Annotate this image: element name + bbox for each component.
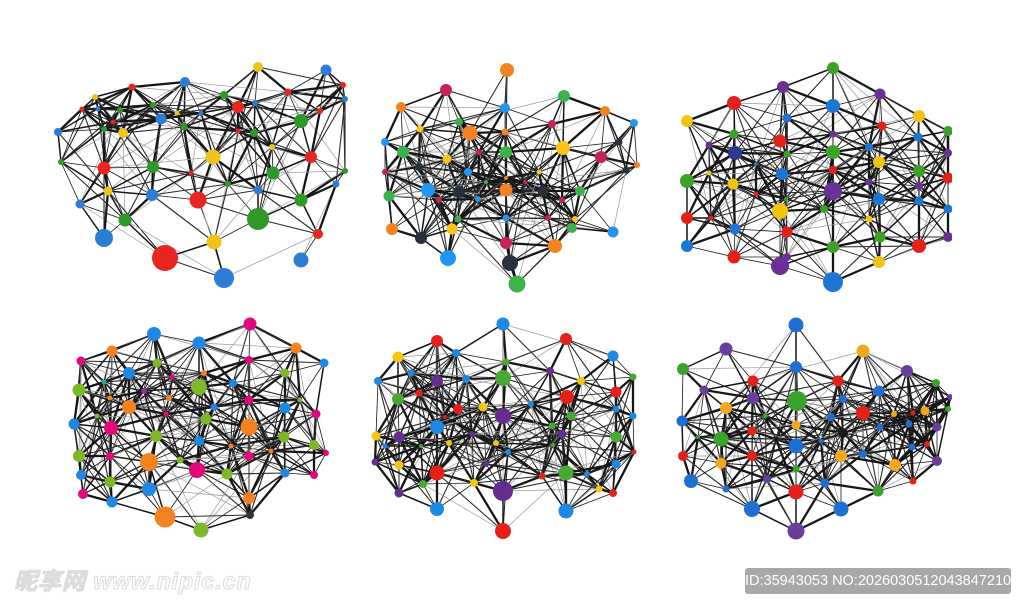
image-id-badge: ID:35943053 NO:20260305120438472103	[745, 568, 1019, 594]
network-diagram-bottom-left	[68, 317, 329, 538]
network-diagram-bottom-middle	[371, 317, 637, 539]
network-diagram-top-left	[54, 62, 348, 288]
nipic-site-watermark: 昵享网 www.nipic.cn	[14, 568, 252, 595]
network-diagram-top-right	[680, 62, 952, 292]
network-diagram-bottom-right	[676, 317, 952, 540]
network-diagram-top-middle	[381, 63, 640, 293]
